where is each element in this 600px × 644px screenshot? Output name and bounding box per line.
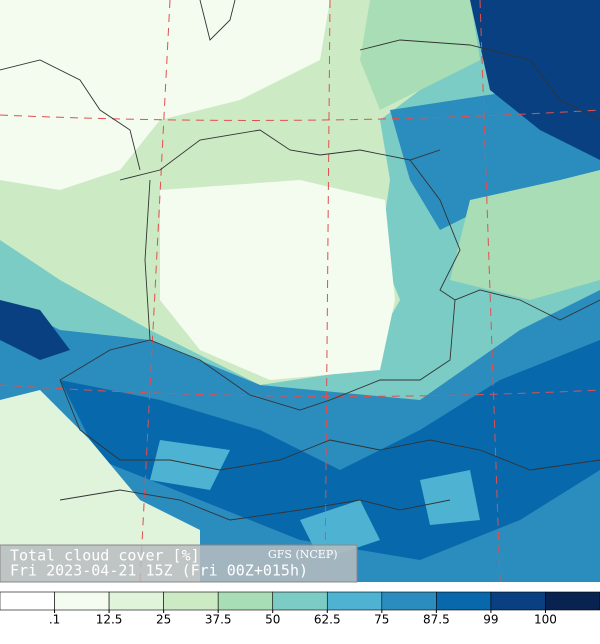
colorbar-swatch [545,591,600,611]
colorbar-swatch [217,591,274,611]
colorbar-label: 25 [156,613,171,627]
cloud-field [160,180,395,380]
colorbar-swatch [490,591,546,611]
colorbar-label: 75 [374,613,389,627]
cloud-field [0,0,330,190]
colorbar-label: 99 [483,613,498,627]
colorbar-label: .1 [49,613,60,627]
colorbar-swatch [381,591,437,611]
colorbar-swatch [436,591,492,611]
borders [0,0,600,521]
legend-box [0,544,358,583]
legend-model: GFS (NCEP) [268,548,338,561]
cloud-field [470,0,600,160]
colorbar-label: 37.5 [205,613,232,627]
cloud-field [450,170,600,300]
colorbar-label: 62.5 [314,613,341,627]
colorbar-swatch [108,591,164,611]
colorbar-swatch [272,591,328,611]
cloud-field [150,440,480,560]
legend-time: Fri 2023-04-21 15Z (Fri 00Z+015h) [10,562,308,580]
colorbar-label: 87.5 [423,613,450,627]
colorbar-swatch [326,591,383,611]
colorbar-swatch [0,591,55,611]
graticule [0,0,600,583]
cloud-field [0,390,200,582]
colorbar-label: 50 [265,613,280,627]
colorbar-swatch [54,591,110,611]
legend-title: Total cloud cover [%] [10,547,200,565]
colorbar-swatch [163,591,219,611]
cloud-field [360,0,480,110]
colorbar: .1 12.5 25 37.5 50 62.5 75 87.5 99 100 [0,591,600,627]
colorbar-label: 12.5 [96,613,123,627]
cloud-field [0,300,70,360]
colorbar-label: 100 [534,613,557,627]
